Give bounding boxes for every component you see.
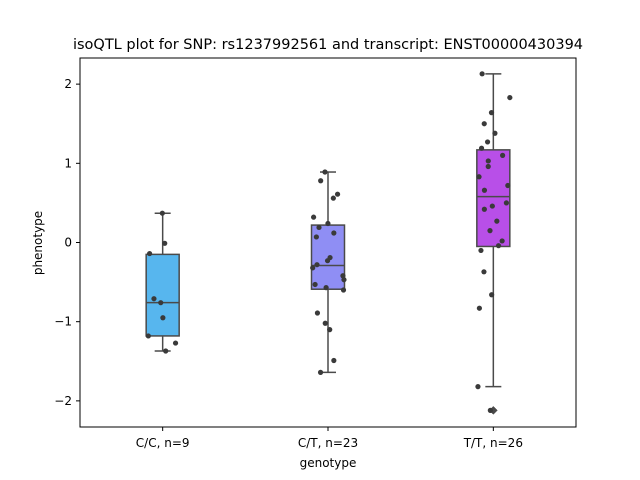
box-group (310, 171, 346, 374)
data-point (487, 407, 493, 413)
y-tick-label: 0 (64, 236, 72, 250)
data-point (323, 285, 329, 291)
data-point (340, 287, 347, 293)
data-point (479, 71, 485, 77)
data-point (313, 234, 319, 240)
data-point (481, 206, 487, 212)
data-point (330, 195, 336, 201)
data-point (172, 340, 179, 346)
y-tick-label: 2 (64, 77, 72, 91)
data-point (314, 310, 321, 316)
data-point (322, 169, 328, 175)
data-point (159, 210, 165, 216)
data-point (475, 384, 481, 390)
data-point (325, 220, 331, 227)
data-point (311, 214, 317, 220)
data-point (151, 296, 157, 302)
chart-title: isoQTL plot for SNP: rs1237992561 and tr… (73, 37, 583, 53)
box-group (476, 73, 511, 415)
data-point (476, 305, 482, 311)
data-point (485, 163, 491, 170)
data-point (503, 200, 509, 206)
x-tick-label: C/C, n=9 (136, 436, 190, 450)
data-point (163, 348, 169, 354)
data-point (322, 320, 328, 326)
data-point (314, 262, 320, 268)
y-tick-label: −2 (54, 394, 72, 408)
data-point (340, 273, 346, 279)
data-point (481, 121, 487, 127)
data-point (487, 228, 493, 234)
data-point (488, 110, 495, 116)
data-point (507, 94, 513, 101)
box-iqr (476, 149, 511, 248)
data-point (331, 357, 337, 364)
data-point (331, 230, 337, 236)
data-point (317, 369, 324, 375)
data-point (327, 327, 333, 333)
data-point (158, 300, 164, 306)
data-point (312, 281, 318, 288)
x-tick-label: C/T, n=23 (298, 436, 358, 450)
data-point (162, 240, 168, 246)
data-point (160, 315, 166, 321)
data-point (485, 158, 491, 164)
data-point (476, 174, 482, 180)
data-point (499, 238, 505, 244)
data-point (489, 203, 495, 209)
data-point (310, 265, 316, 271)
data-point (500, 152, 506, 158)
x-tick-label: T/T, n=26 (463, 436, 523, 450)
data-point (481, 269, 487, 275)
data-point (494, 218, 500, 224)
box-group (145, 212, 180, 352)
data-point (318, 178, 324, 184)
data-point (334, 191, 341, 197)
x-axis-label: genotype (300, 456, 357, 470)
data-point (316, 224, 322, 231)
data-point (341, 277, 347, 283)
data-point (489, 292, 495, 298)
data-point (146, 250, 153, 257)
data-point (478, 247, 484, 254)
data-point (484, 139, 491, 145)
y-axis-label: phenotype (31, 211, 45, 275)
y-tick-label: −1 (54, 315, 72, 329)
data-point (505, 182, 511, 189)
plot-area (145, 71, 513, 415)
data-point (145, 333, 151, 339)
data-point (492, 130, 498, 136)
y-tick-label: 1 (64, 156, 72, 170)
data-point (478, 145, 485, 151)
data-point (481, 187, 488, 193)
data-point (495, 243, 502, 249)
data-point (324, 258, 331, 264)
box-iqr (145, 253, 180, 337)
